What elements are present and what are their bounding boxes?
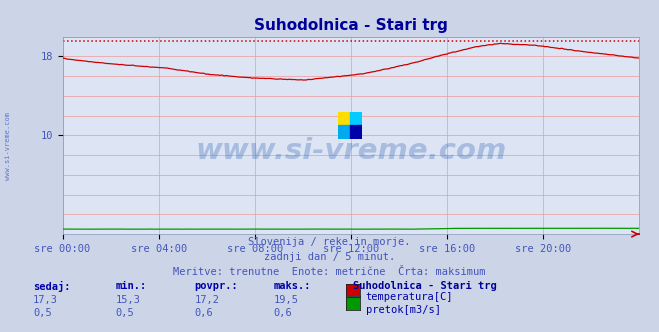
Bar <box>350 125 362 138</box>
Text: Meritve: trenutne  Enote: metrične  Črta: maksimum: Meritve: trenutne Enote: metrične Črta: … <box>173 267 486 277</box>
Text: 0,6: 0,6 <box>273 308 292 318</box>
Text: zadnji dan / 5 minut.: zadnji dan / 5 minut. <box>264 252 395 262</box>
Bar <box>338 112 350 125</box>
Text: Slovenija / reke in morje.: Slovenija / reke in morje. <box>248 237 411 247</box>
Title: Suhodolnica - Stari trg: Suhodolnica - Stari trg <box>254 18 448 33</box>
Text: 17,3: 17,3 <box>33 295 58 305</box>
Text: maks.:: maks.: <box>273 281 311 290</box>
Text: povpr.:: povpr.: <box>194 281 238 290</box>
Text: sedaj:: sedaj: <box>33 281 71 291</box>
Text: 15,3: 15,3 <box>115 295 140 305</box>
Text: 0,5: 0,5 <box>115 308 134 318</box>
Text: 19,5: 19,5 <box>273 295 299 305</box>
Text: 17,2: 17,2 <box>194 295 219 305</box>
Text: 0,6: 0,6 <box>194 308 213 318</box>
Text: 0,5: 0,5 <box>33 308 51 318</box>
Bar <box>350 112 362 125</box>
Text: temperatura[C]: temperatura[C] <box>366 292 453 302</box>
Text: pretok[m3/s]: pretok[m3/s] <box>366 305 441 315</box>
Text: www.si-vreme.com: www.si-vreme.com <box>195 137 507 165</box>
Text: www.si-vreme.com: www.si-vreme.com <box>5 112 11 180</box>
Text: min.:: min.: <box>115 281 146 290</box>
Bar <box>338 125 350 138</box>
Text: Suhodolnica - Stari trg: Suhodolnica - Stari trg <box>353 281 496 290</box>
